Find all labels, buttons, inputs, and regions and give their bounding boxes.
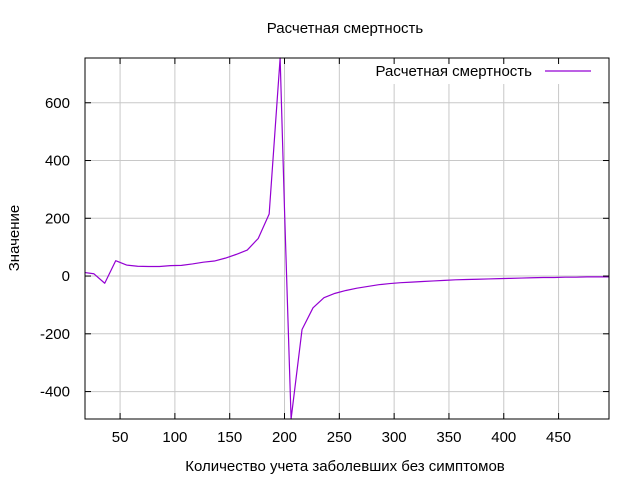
x-tick-label: 100 [162, 429, 187, 446]
grid-lines [85, 58, 609, 419]
x-tick-label: 450 [546, 429, 571, 446]
axis-ticks: 50 100 150 200 250 300 350 400 450 -400 -200 0 200 40… [40, 58, 609, 446]
x-tick-label: 400 [491, 429, 516, 446]
x-tick-label: 50 [112, 429, 129, 446]
x-tick-label: 300 [382, 429, 407, 446]
legend-label: Расчетная смертность [376, 63, 533, 80]
y-tick-label: 200 [45, 210, 70, 227]
y-tick-label: 400 [45, 153, 70, 170]
legend: Расчетная смертность [376, 63, 591, 80]
series-line [84, 57, 609, 420]
plot-frame [84, 57, 610, 420]
x-tick-label: 250 [327, 429, 352, 446]
x-axis-label: Количество учета заболевших без симптомо… [185, 458, 505, 475]
y-axis-label: Значение [6, 205, 23, 272]
chart-title: Расчетная смертность [267, 20, 424, 37]
y-tick-label: 0 [62, 268, 70, 285]
y-tick-label: -200 [40, 326, 70, 343]
x-tick-label: 200 [272, 429, 297, 446]
y-tick-label: -400 [40, 384, 70, 401]
x-tick-label: 350 [436, 429, 461, 446]
y-tick-label: 600 [45, 95, 70, 112]
series-layer [84, 57, 609, 420]
x-tick-label: 150 [217, 429, 242, 446]
